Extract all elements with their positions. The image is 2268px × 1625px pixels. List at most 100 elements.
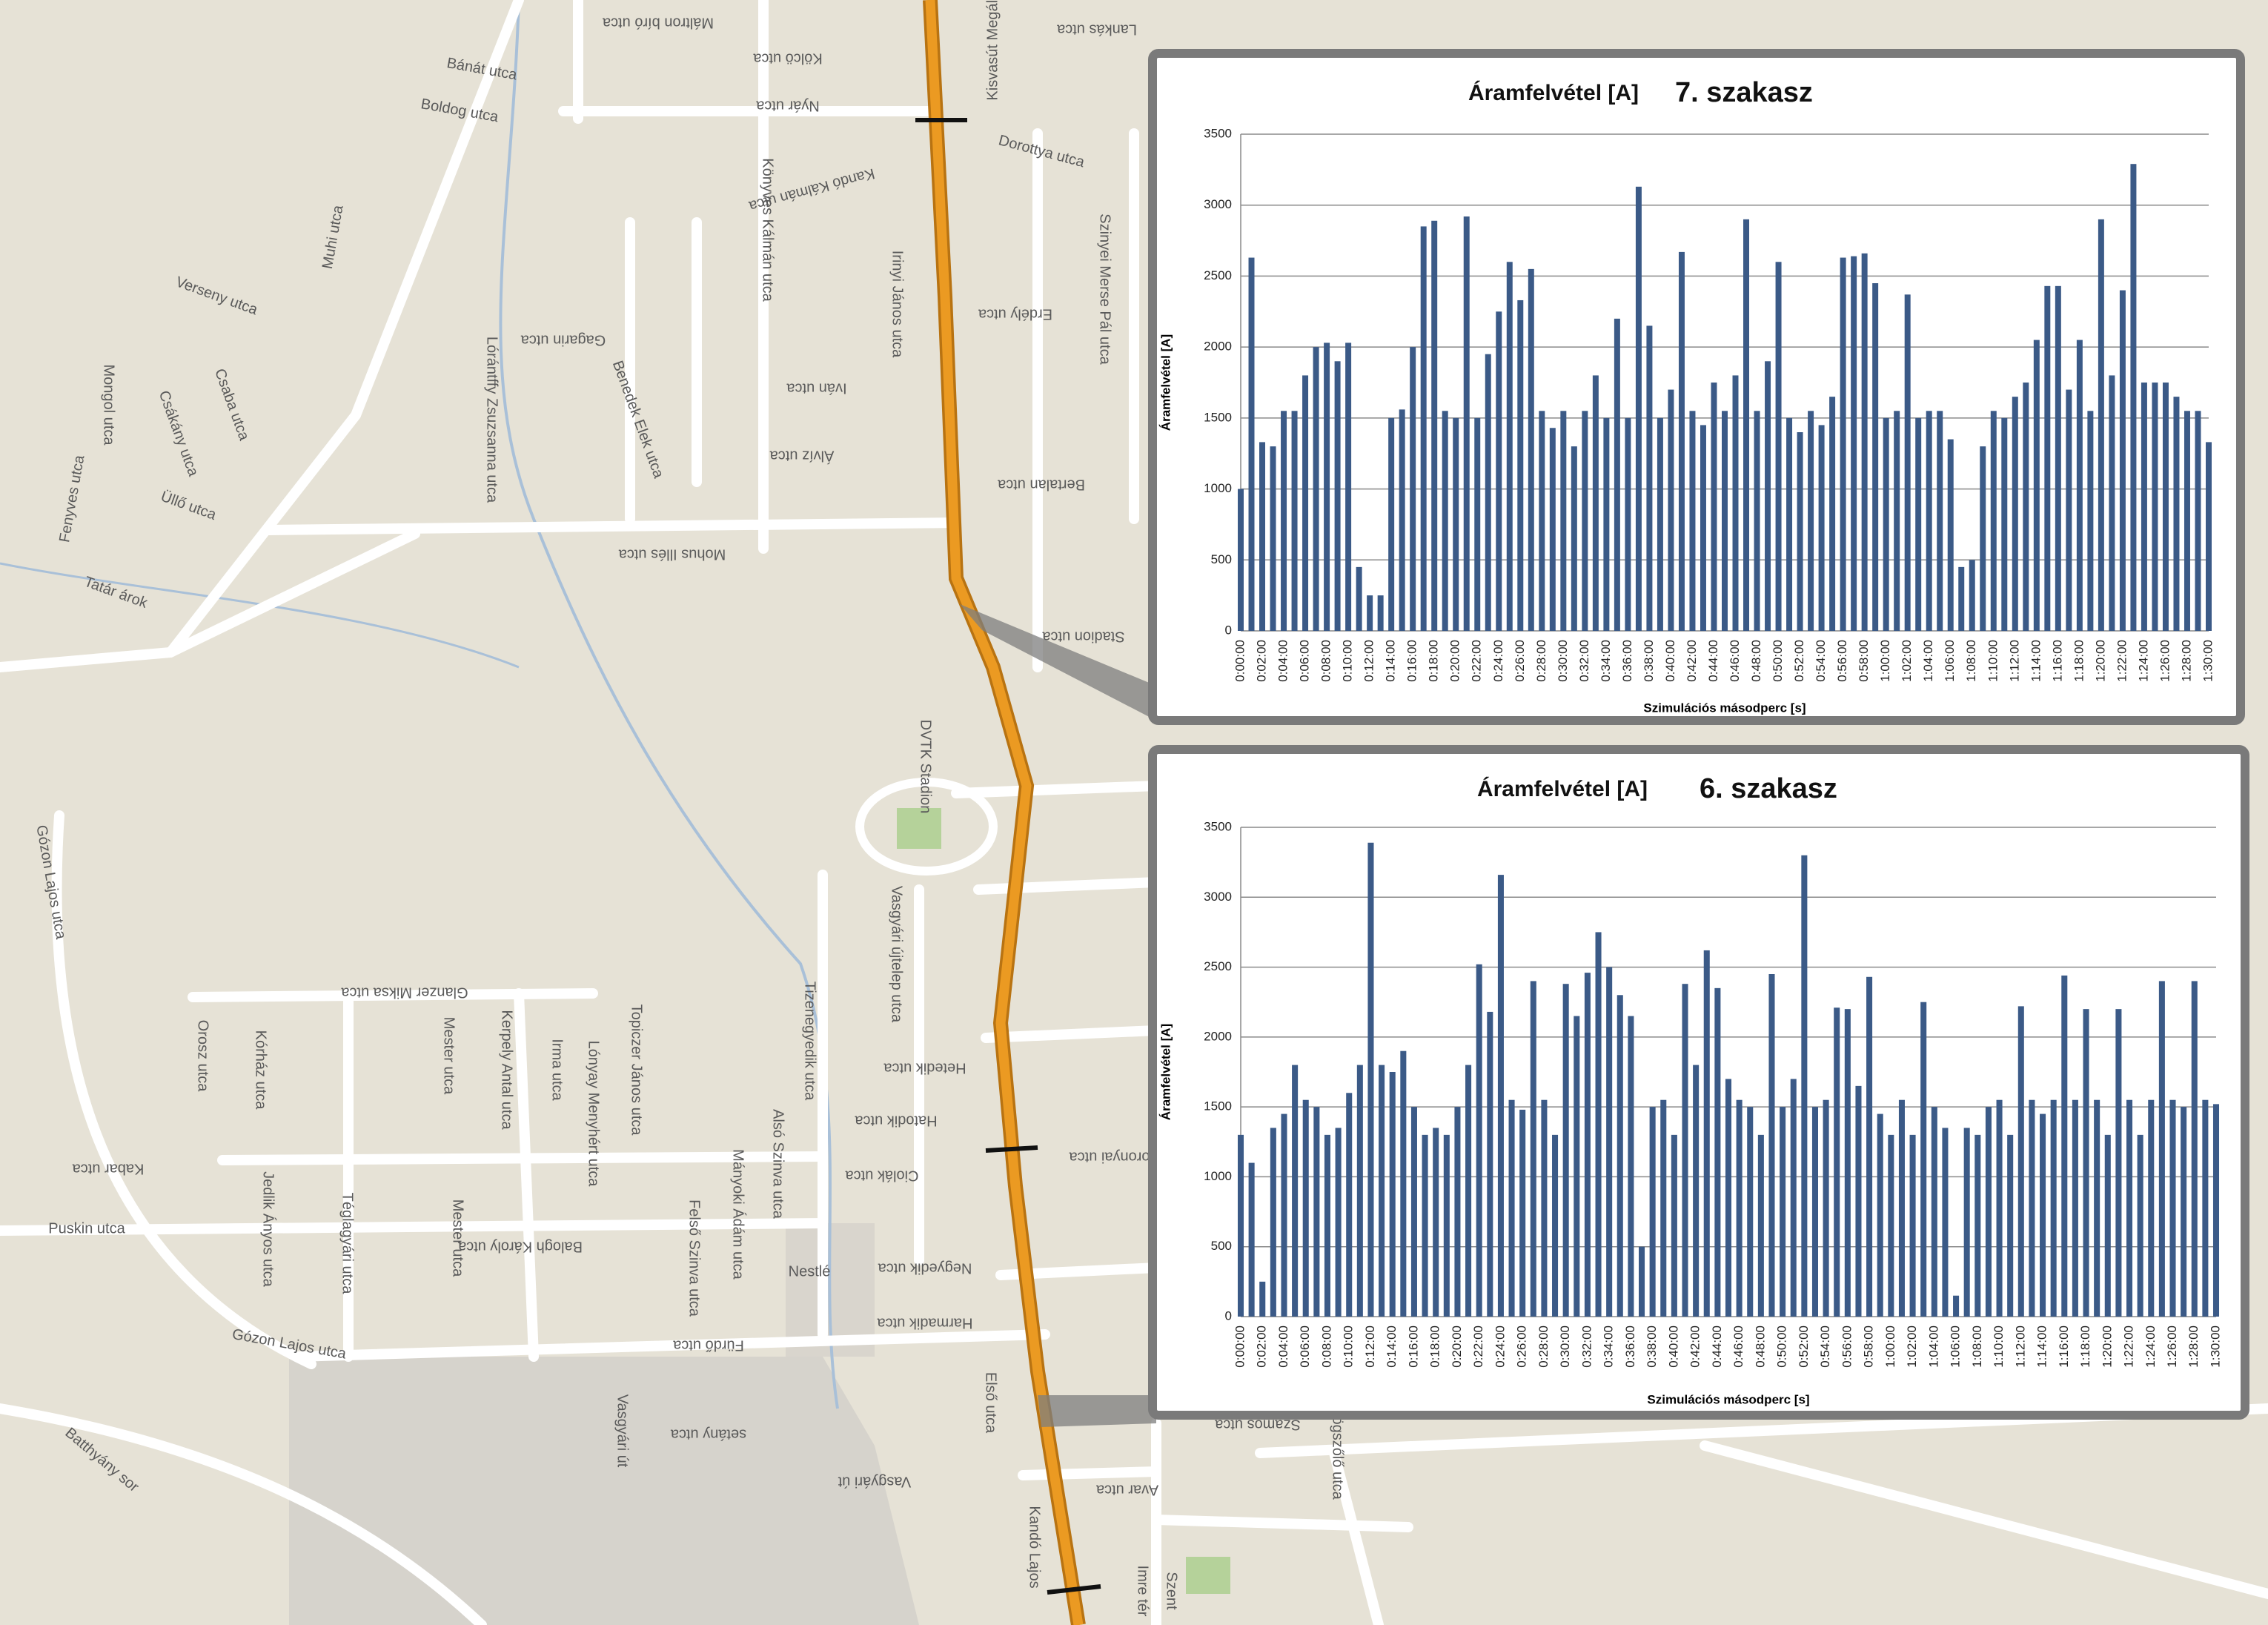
bar bbox=[1657, 417, 1663, 631]
bar bbox=[2040, 1113, 2046, 1317]
bar bbox=[1617, 995, 1623, 1317]
x-tick-label: 0:04:00 bbox=[1276, 1326, 1290, 1368]
bar bbox=[2066, 389, 2072, 631]
bar bbox=[1259, 442, 1266, 631]
y-tick-label: 1500 bbox=[1204, 410, 1232, 424]
bar bbox=[1811, 1107, 1818, 1317]
bar bbox=[1625, 417, 1631, 631]
bar bbox=[1497, 875, 1504, 1317]
x-tick-label: 1:20:00 bbox=[2093, 640, 2107, 682]
y-tick-label: 3000 bbox=[1204, 890, 1232, 904]
bar bbox=[1963, 1128, 1970, 1317]
x-tick-label: 0:18:00 bbox=[1428, 1326, 1442, 1368]
x-tick-label: 0:44:00 bbox=[1706, 640, 1720, 682]
bar bbox=[1270, 1128, 1276, 1317]
street-label: Lónyay Menyhért utca bbox=[586, 1041, 602, 1188]
bar bbox=[1834, 1007, 1840, 1317]
x-tick-label: 0:16:00 bbox=[1405, 640, 1419, 682]
parks bbox=[855, 778, 1230, 1594]
bar bbox=[1823, 1099, 1829, 1317]
street-label: Könyves Kálmán utca bbox=[760, 158, 776, 302]
bar bbox=[2076, 340, 2083, 631]
bar bbox=[1678, 251, 1685, 631]
bar bbox=[1931, 1107, 1937, 1317]
bar bbox=[1747, 1107, 1754, 1317]
bar bbox=[2137, 1134, 2143, 1317]
street-label: Hetedik utca bbox=[883, 1060, 966, 1076]
bar bbox=[1797, 432, 1803, 631]
bar bbox=[2202, 1099, 2209, 1317]
street-label: Kandó Lajos bbox=[1027, 1506, 1043, 1588]
bar bbox=[1399, 409, 1405, 631]
bar bbox=[2126, 1099, 2133, 1317]
bar bbox=[2007, 1134, 2014, 1317]
bar bbox=[2141, 383, 2147, 631]
x-tick-label: 0:36:00 bbox=[1623, 1326, 1637, 1368]
street-label: Toronyai utca bbox=[1069, 1149, 1158, 1165]
x-tick-label: 0:52:00 bbox=[1792, 640, 1806, 682]
bar bbox=[1465, 1065, 1472, 1317]
x-tick-label: 0:28:00 bbox=[1536, 1326, 1551, 1368]
x-tick-label: 0:28:00 bbox=[1534, 640, 1548, 682]
x-tick-label: 1:30:00 bbox=[2208, 1326, 2222, 1368]
x-tick-label: 1:06:00 bbox=[1949, 1326, 1963, 1368]
x-tick-label: 1:24:00 bbox=[2143, 1326, 2158, 1368]
x-tick-label: 0:22:00 bbox=[1470, 640, 1484, 682]
bar bbox=[1237, 1134, 1244, 1317]
bar bbox=[1700, 425, 1706, 631]
bar bbox=[1606, 967, 1613, 1317]
bar bbox=[2087, 411, 2094, 631]
y-tick-label: 2500 bbox=[1204, 268, 1232, 282]
x-tick-label: 0:24:00 bbox=[1493, 1326, 1507, 1368]
bar bbox=[2050, 1099, 2057, 1317]
bar bbox=[1389, 1072, 1396, 1317]
street-label: Bertalan utca bbox=[997, 477, 1085, 493]
bar bbox=[1422, 1134, 1428, 1317]
bar bbox=[1904, 294, 1911, 631]
x-tick-label: 0:20:00 bbox=[1450, 1326, 1464, 1368]
street-label: Erdély utca bbox=[978, 306, 1052, 322]
street-label: Szent bbox=[1164, 1572, 1180, 1610]
bar bbox=[1883, 417, 1889, 631]
x-tick-label: 1:00:00 bbox=[1883, 1326, 1897, 1368]
bar bbox=[1474, 417, 1481, 631]
bar bbox=[2162, 383, 2169, 631]
bar bbox=[1485, 354, 1491, 631]
bar bbox=[1517, 299, 1524, 631]
street-label: Szinyei Merse Pál utca bbox=[1097, 214, 1113, 365]
bar bbox=[1974, 1134, 1981, 1317]
bar bbox=[1689, 411, 1696, 631]
street-label: Álvíz utca bbox=[769, 448, 835, 465]
bar bbox=[1942, 1128, 1949, 1317]
chart-subtitle: 7. szakasz bbox=[1675, 77, 1813, 108]
bar bbox=[1388, 417, 1395, 631]
bar bbox=[1786, 417, 1793, 631]
street-label: Mányoki Ádám utca bbox=[730, 1149, 747, 1280]
bar bbox=[1454, 1107, 1461, 1317]
bar bbox=[2029, 1099, 2035, 1317]
x-tick-label: 0:02:00 bbox=[1255, 640, 1269, 682]
bar bbox=[1639, 1246, 1645, 1317]
bar bbox=[1519, 1109, 1526, 1317]
street-label: Balogh Károly utca bbox=[457, 1239, 583, 1255]
street-label: Orosz utca bbox=[195, 1020, 211, 1093]
bar bbox=[1872, 283, 1879, 631]
street-label: DVTK Stadion bbox=[918, 720, 934, 814]
bar bbox=[1584, 973, 1591, 1317]
bar bbox=[1291, 411, 1298, 631]
bar bbox=[1915, 417, 1922, 631]
chart-panel: Áramfelvétel [A] 7. szakasz 0 500 1000 1500 20… bbox=[1148, 49, 2245, 725]
x-tick-label: 0:50:00 bbox=[1775, 1326, 1789, 1368]
tram-line bbox=[915, 0, 1101, 1625]
bar bbox=[2181, 1107, 2187, 1317]
bar bbox=[1754, 411, 1760, 631]
bar bbox=[1757, 1134, 1764, 1317]
chart-subtitle: 6. szakasz bbox=[1700, 773, 1837, 804]
bar bbox=[2191, 981, 2198, 1317]
bar bbox=[1990, 411, 1997, 631]
bar bbox=[2072, 1099, 2078, 1317]
x-tick-label: 0:12:00 bbox=[1362, 640, 1376, 682]
y-tick-label: 3500 bbox=[1204, 819, 1232, 833]
street-label: Vasgyári út bbox=[614, 1394, 631, 1468]
